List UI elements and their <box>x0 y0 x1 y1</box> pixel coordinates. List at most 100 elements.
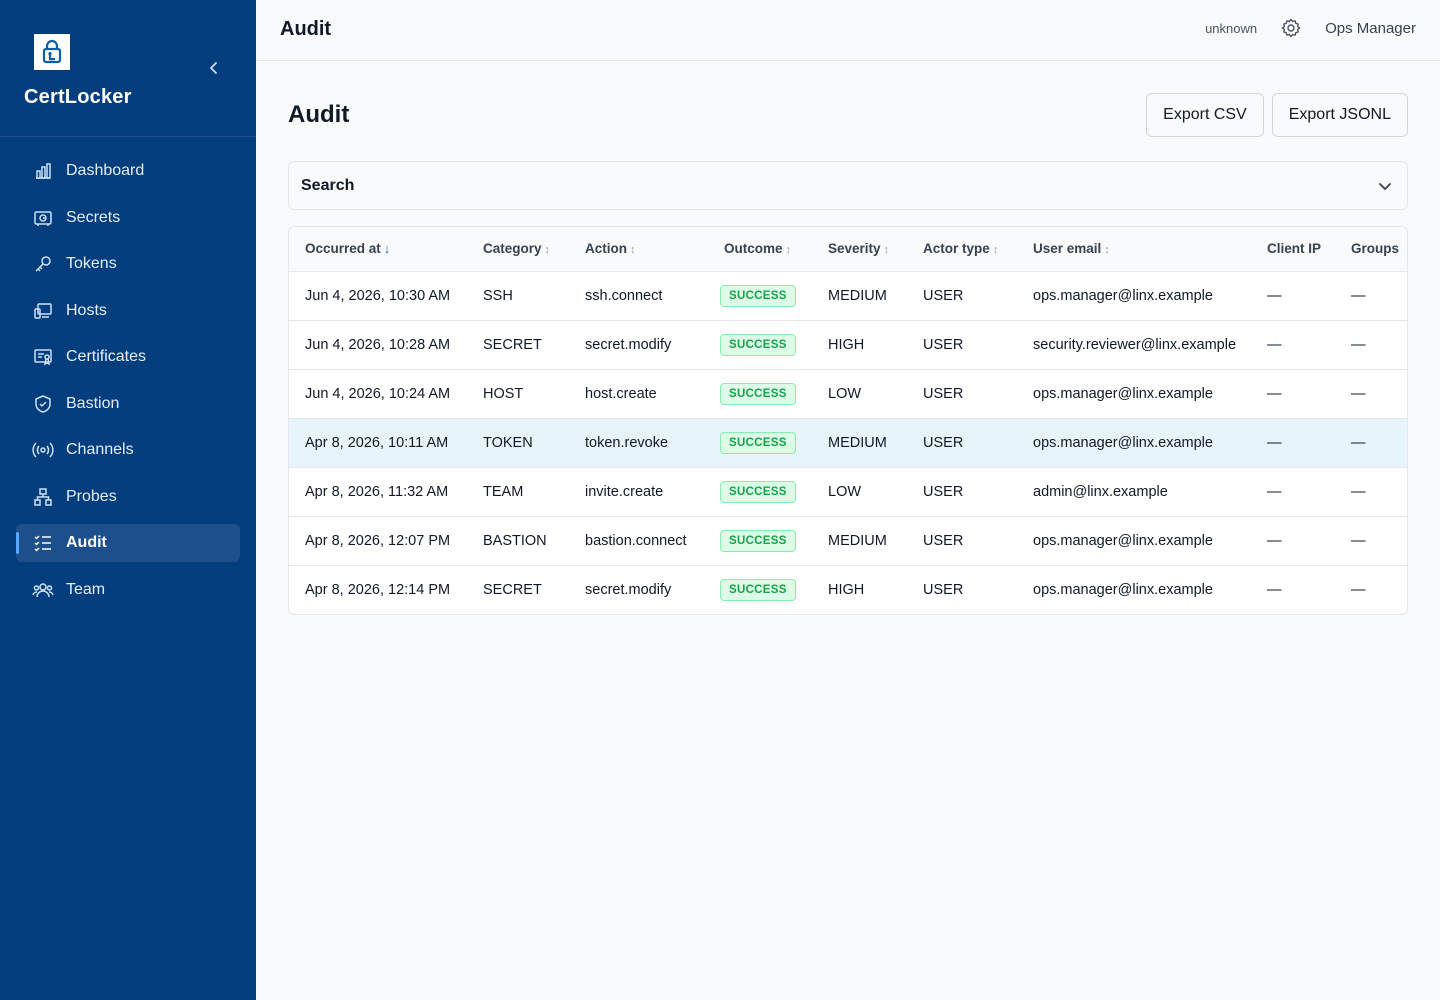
collapse-sidebar-button[interactable] <box>202 56 226 80</box>
gear-icon[interactable] <box>1281 18 1301 38</box>
sidebar-item-hosts[interactable]: Hosts <box>16 292 240 330</box>
checklist-icon <box>32 532 54 554</box>
cell-occurred-at: Apr 8, 2026, 12:14 PM <box>305 581 451 598</box>
cell-severity: HIGH <box>812 320 907 370</box>
sidebar-item-tokens[interactable]: Tokens <box>16 245 240 283</box>
table-row[interactable]: Jun 4, 2026, 10:28 AM SECRET secret.modify… <box>289 320 1407 370</box>
users-icon <box>32 579 54 601</box>
cell-groups: — <box>1335 320 1407 370</box>
export-csv-button[interactable]: Export CSV <box>1146 93 1264 137</box>
sort-icon: ↕ <box>883 244 890 257</box>
table-row[interactable]: Apr 8, 2026, 10:11 AM TOKEN token.revoke SU… <box>289 418 1407 468</box>
sort-icon: ↕ <box>785 244 792 257</box>
sidebar-item-bastion[interactable]: Bastion <box>16 385 240 423</box>
cell-user-email: ops.manager@linx.example <box>1017 271 1251 321</box>
sidebar-item-label: Channels <box>66 441 134 458</box>
certlocker-logo[interactable] <box>34 34 70 70</box>
cell-severity: LOW <box>812 467 907 517</box>
certificate-icon <box>32 346 54 368</box>
sidebar: CertLocker Dashboard Secrets Tokens Host… <box>0 0 256 1000</box>
sidebar-item-label: Dashboard <box>66 162 145 179</box>
status-badge: SUCCESS <box>720 529 796 552</box>
sidebar-item-label: Bastion <box>66 394 120 412</box>
cell-user-email: ops.manager@linx.example <box>1017 418 1251 468</box>
cell-outcome: SUCCESS <box>708 271 812 321</box>
sidebar-item-dashboard[interactable]: Dashboard <box>16 152 240 190</box>
table-row[interactable]: Apr 8, 2026, 12:14 PM SECRET secret.modify… <box>289 565 1407 614</box>
sidebar-item-probes[interactable]: Probes <box>16 478 240 516</box>
sort-icon: ↕ <box>630 244 636 257</box>
cell-user-email: ops.manager@linx.example <box>1017 369 1251 419</box>
cell-occurred-at: Jun 4, 2026, 10:28 AM <box>289 320 467 370</box>
table-row[interactable]: Apr 8, 2026, 11:32 AM TEAM invite.create SU… <box>289 467 1407 517</box>
cell-action: ssh.connect <box>569 271 708 321</box>
cell-user-email: ops.manager@linx.example <box>1017 516 1251 566</box>
chevron-down-icon <box>1375 176 1395 196</box>
cell-occurred-at: Apr 8, 2026, 12:07 PM <box>289 516 467 566</box>
cell-actor-type: USER <box>907 369 1017 419</box>
cell-actor-type: USER <box>907 467 1017 517</box>
cell-action: invite.create <box>569 467 708 517</box>
sidebar-item-channels[interactable]: Channels <box>16 431 240 469</box>
cell-client-ip: — <box>1251 271 1335 321</box>
column-header-outcome[interactable]: Outcome ↕ <box>708 227 812 272</box>
sidebar-nav: Dashboard Secrets Tokens Hosts Certifica… <box>16 152 240 617</box>
cell-outcome: SUCCESS <box>708 320 812 370</box>
network-icon <box>32 486 54 508</box>
column-header-client-ip: Client IP <box>1251 227 1335 272</box>
column-header-actor-type[interactable]: Actor type ↕ <box>907 227 1017 272</box>
sort-icon: ↕ <box>1104 244 1110 257</box>
cell-category: HOST <box>467 369 569 419</box>
sidebar-item-label: Probes <box>66 487 117 505</box>
cell-groups: — <box>1351 581 1366 598</box>
cell-occurred-at: Apr 8, 2026, 10:11 AM <box>289 418 467 468</box>
cell-client-ip: — <box>1267 581 1282 598</box>
cell-user-email: ops.manager@linx.example <box>1033 581 1213 598</box>
cell-actor-type: USER <box>907 516 1017 566</box>
brand: CertLocker <box>0 0 256 137</box>
cell-action: secret.modify <box>569 320 708 370</box>
cell-client-ip: — <box>1251 320 1335 370</box>
table-header-row: Occurred at ↓ Category ↕ Action ↕ Outcome ↕ … <box>289 227 1407 272</box>
cell-severity: MEDIUM <box>812 516 907 566</box>
cell-category: SECRET <box>467 320 569 370</box>
key-icon <box>32 253 54 275</box>
sidebar-item-secrets[interactable]: Secrets <box>16 199 240 237</box>
cell-user-email: security.reviewer@linx.example <box>1017 320 1251 370</box>
search-panel-toggle[interactable]: Search <box>288 161 1408 210</box>
sidebar-item-label: Audit <box>66 534 107 551</box>
sidebar-item-label: Hosts <box>66 301 107 319</box>
table-row[interactable]: Jun 4, 2026, 10:30 AM SSH ssh.connect SUCCE… <box>289 271 1407 321</box>
cell-action: host.create <box>569 369 708 419</box>
status-badge: SUCCESS <box>720 480 796 503</box>
sidebar-item-certificates[interactable]: Certificates <box>16 338 240 376</box>
status-badge: SUCCESS <box>720 284 796 307</box>
sidebar-item-label: Certificates <box>66 348 147 365</box>
table-row[interactable]: Jun 4, 2026, 10:24 AM HOST host.create SUCC… <box>289 369 1407 419</box>
cell-action: token.revoke <box>569 418 708 468</box>
topbar: Audit unknown Ops Manager <box>256 0 1440 61</box>
sidebar-item-team[interactable]: Team <box>16 571 240 609</box>
table-row[interactable]: Apr 8, 2026, 12:07 PM BASTION bastion.conn… <box>289 516 1407 566</box>
cell-outcome: SUCCESS <box>708 369 812 419</box>
sidebar-item-audit[interactable]: Audit <box>16 524 240 562</box>
cell-groups: — <box>1335 418 1407 468</box>
user-menu[interactable]: Ops Manager <box>1325 19 1416 37</box>
cell-action: bastion.connect <box>569 516 708 566</box>
cell-severity: MEDIUM <box>812 418 907 468</box>
column-header-occurred-at[interactable]: Occurred at ↓ <box>289 227 467 272</box>
cell-outcome: SUCCESS <box>708 516 812 566</box>
sort-icon: ↕ <box>992 244 999 257</box>
cell-actor-type: USER <box>907 271 1017 321</box>
export-jsonl-button[interactable]: Export JSONL <box>1271 93 1408 137</box>
column-header-user-email[interactable]: User email ↕ <box>1017 227 1251 272</box>
column-header-category[interactable]: Category ↕ <box>467 227 569 272</box>
column-header-action[interactable]: Action ↕ <box>569 227 708 272</box>
cell-groups: — <box>1335 467 1407 517</box>
secrets-icon <box>32 207 54 229</box>
cell-severity: LOW <box>812 369 907 419</box>
column-header-severity[interactable]: Severity ↕ <box>812 227 907 272</box>
page-title: Audit <box>288 101 350 128</box>
cell-category: SSH <box>467 271 569 321</box>
chevron-left-icon <box>210 62 217 74</box>
